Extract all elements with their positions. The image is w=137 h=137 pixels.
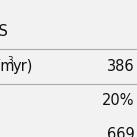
- Text: h/m: h/m: [0, 59, 15, 74]
- Text: MS: MS: [0, 24, 8, 39]
- Text: 20%: 20%: [102, 93, 134, 108]
- Text: 386: 386: [107, 59, 134, 74]
- Text: 3: 3: [8, 56, 13, 65]
- Text: yr): yr): [12, 59, 33, 74]
- Text: 669: 669: [106, 127, 134, 137]
